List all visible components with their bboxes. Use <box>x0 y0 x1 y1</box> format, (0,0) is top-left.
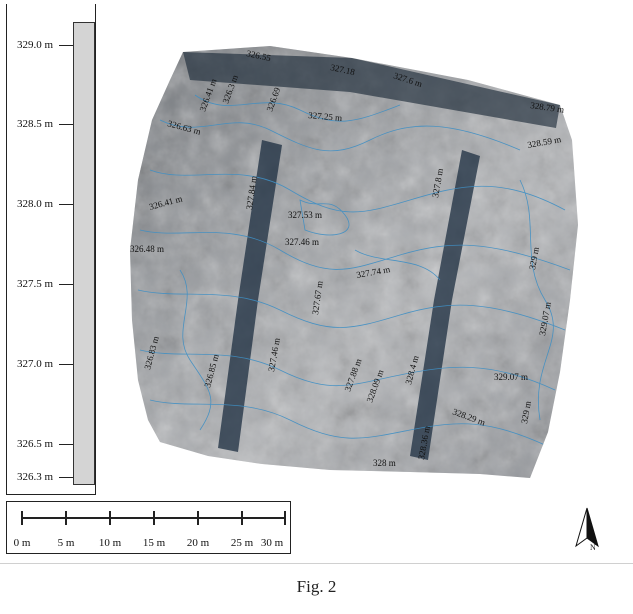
figure-caption: Fig. 2 <box>296 577 337 596</box>
elevation-color-bar <box>73 22 95 485</box>
scale-label: 25 m <box>230 537 254 549</box>
scale-tick <box>65 511 67 525</box>
elevation-label: 327.5 m <box>17 278 54 290</box>
contour-label: 327.67 m <box>310 280 325 315</box>
contour-label: 327.46 m <box>285 237 319 247</box>
scale-tick <box>241 511 243 525</box>
contour-label: 327.53 m <box>288 210 322 220</box>
contour-label: 329.07 m <box>494 372 528 382</box>
scale-tick <box>153 511 155 525</box>
scale-label: 10 m <box>98 537 122 549</box>
scale-tick <box>21 511 23 525</box>
scale-label: 30 m <box>260 537 284 549</box>
elevation-label: 328.5 m <box>17 118 54 130</box>
elevation-legend: 329.0 m 328.5 m 328.0 m 327.5 m 327.0 m … <box>6 4 96 495</box>
contour-label: 328 m <box>373 458 396 468</box>
scale-tick <box>109 511 111 525</box>
contour-label: 327.25 m <box>308 110 343 123</box>
terrain-map: 326.55 327.18 327.6 m 328.79 m 326.41 m … <box>130 46 578 478</box>
elevation-tick <box>59 477 73 478</box>
scale-label: 15 m <box>142 537 166 549</box>
elevation-tick <box>59 444 73 445</box>
elevation-label: 328.0 m <box>17 198 54 210</box>
elevation-label: 327.0 m <box>17 358 54 370</box>
contour-label: 329 m <box>519 400 533 424</box>
elevation-label: 329.0 m <box>17 39 54 51</box>
elevation-tick <box>59 364 73 365</box>
north-arrow-icon: N <box>575 507 599 552</box>
elevation-tick <box>59 284 73 285</box>
scale-tick <box>197 511 199 525</box>
scale-label: 0 m <box>13 537 31 549</box>
elevation-tick <box>59 204 73 205</box>
contour-label: 328.79 m <box>530 100 565 115</box>
scale-label: 5 m <box>57 537 75 549</box>
contour-label: 329 m <box>527 246 541 270</box>
north-label: N <box>590 543 596 552</box>
scale-tick <box>284 511 286 525</box>
elevation-tick <box>59 45 73 46</box>
contour-label: 327.84 m <box>244 175 259 210</box>
scale-bar: 0 m 5 m 10 m 15 m 20 m 25 m 30 m <box>6 501 291 554</box>
scale-label: 20 m <box>186 537 210 549</box>
caption-divider <box>0 563 633 564</box>
elevation-label: 326.3 m <box>17 471 54 483</box>
terrain-surface <box>130 46 578 478</box>
elevation-label: 326.5 m <box>17 438 54 450</box>
elevation-tick <box>59 124 73 125</box>
contour-label: 326.48 m <box>130 244 164 254</box>
